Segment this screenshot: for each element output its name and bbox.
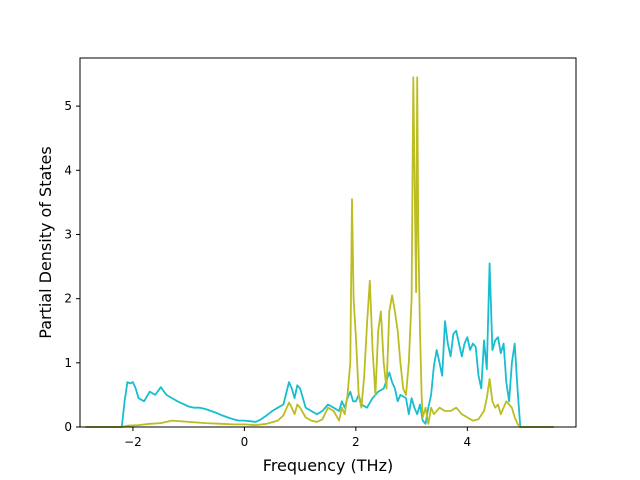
x-tick-label: 2 <box>352 435 360 449</box>
x-axis-label: Frequency (THz) <box>263 456 393 475</box>
x-tick-label: 0 <box>241 435 249 449</box>
y-tick-label: 3 <box>64 227 72 241</box>
y-tick-label: 4 <box>64 163 72 177</box>
axes-frame <box>79 57 577 428</box>
y-axis-label: Partial Density of States <box>36 146 55 338</box>
plot-lines <box>85 76 554 428</box>
y-tick-label: 5 <box>64 99 72 113</box>
y-axis-ticks: 0 1 2 3 4 5 <box>64 99 80 434</box>
y-tick-label: 2 <box>64 292 72 306</box>
y-tick-label: 1 <box>64 356 72 370</box>
x-axis-ticks: −2 0 2 4 <box>124 427 471 449</box>
y-tick-label: 0 <box>64 420 72 434</box>
x-tick-label: −2 <box>124 435 142 449</box>
x-tick-label: 4 <box>464 435 472 449</box>
series-line-2 <box>85 76 554 428</box>
